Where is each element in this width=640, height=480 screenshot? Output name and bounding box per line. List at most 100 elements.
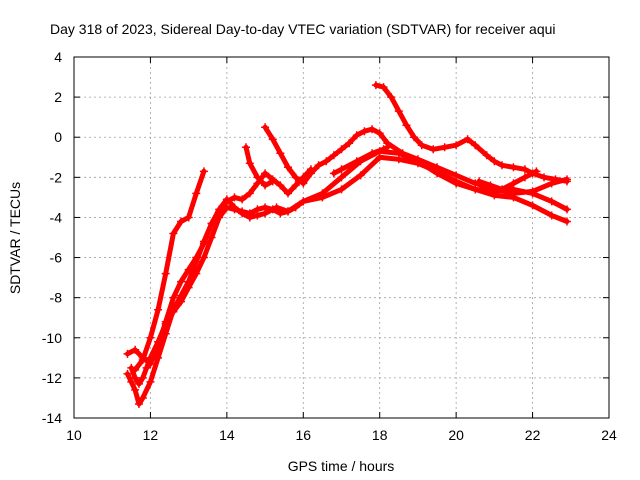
data-point [402, 121, 411, 130]
data-point [452, 171, 461, 180]
data-point [199, 239, 208, 248]
data-point [490, 157, 499, 166]
data-point [356, 171, 365, 180]
chart-title: Day 318 of 2023, Sidereal Day-to-day VTE… [50, 21, 556, 37]
data-point [154, 305, 163, 314]
data-point [138, 355, 147, 364]
data-point [142, 363, 151, 372]
data-point [284, 207, 292, 216]
data-point [314, 161, 323, 170]
data-point [184, 213, 193, 222]
y-tick-label: 0 [54, 129, 62, 145]
data-point [345, 139, 354, 148]
data-point [520, 165, 529, 174]
data-point [291, 181, 300, 190]
data-point [337, 173, 346, 182]
data-point [127, 377, 136, 386]
y-tick-label: -4 [50, 209, 63, 225]
y-tick-label: 2 [54, 89, 62, 105]
data-point [528, 187, 537, 196]
data-point [192, 189, 201, 198]
data-point [360, 127, 369, 136]
data-point [253, 173, 262, 182]
data-point [486, 181, 495, 190]
data-point [253, 211, 262, 220]
data-point [161, 269, 170, 278]
data-point [498, 185, 506, 194]
data-point [509, 163, 518, 172]
data-point [540, 173, 549, 182]
data-point [146, 359, 155, 368]
data-point [192, 253, 201, 262]
data-point [547, 197, 556, 206]
data-point [230, 193, 239, 202]
data-point [261, 169, 270, 178]
data-point [509, 189, 518, 198]
data-point [138, 393, 147, 402]
data-point [375, 129, 384, 138]
series-trace [125, 154, 570, 407]
x-tick-label: 18 [372, 427, 388, 443]
series-track-9 [475, 167, 541, 194]
data-point [498, 161, 506, 170]
data-point [146, 377, 155, 386]
data-point [337, 185, 346, 194]
series-trace [132, 168, 207, 373]
data-point [207, 233, 216, 242]
data-point [337, 165, 346, 174]
data-point [169, 293, 178, 302]
series-track-5 [241, 143, 277, 190]
data-layer [123, 81, 571, 408]
data-point [440, 143, 449, 152]
data-point [261, 181, 270, 190]
x-tick-label: 16 [295, 427, 311, 443]
data-point [215, 207, 224, 216]
x-tick-label: 20 [448, 427, 464, 443]
y-tick-label: -14 [42, 410, 62, 426]
data-point [261, 123, 270, 132]
series-track-4 [131, 167, 208, 374]
data-point [154, 341, 163, 350]
data-point [299, 197, 308, 206]
x-tick-label: 22 [525, 427, 541, 443]
data-point [123, 369, 132, 378]
data-point [177, 217, 185, 226]
data-point [284, 189, 292, 198]
data-point [245, 213, 254, 222]
data-point [475, 177, 484, 186]
x-tick-label: 10 [66, 427, 82, 443]
data-point [238, 195, 247, 204]
y-tick-label: 4 [54, 49, 62, 65]
data-point [371, 81, 380, 90]
data-point [368, 125, 377, 134]
data-point [177, 277, 185, 286]
data-point [134, 399, 143, 408]
y-tick-label: -6 [50, 250, 63, 266]
data-point [318, 193, 327, 202]
x-tick-label: 12 [143, 427, 159, 443]
series-track-7 [329, 143, 392, 178]
data-point [398, 149, 407, 158]
data-point [131, 365, 140, 374]
data-point [482, 151, 491, 160]
data-point [272, 203, 281, 212]
data-point [238, 209, 247, 218]
data-point [184, 277, 193, 286]
data-point [241, 143, 250, 152]
data-point [131, 345, 140, 354]
data-point [245, 189, 254, 198]
x-tick-label: 14 [219, 427, 235, 443]
plot-frame [73, 56, 610, 419]
data-point [387, 93, 396, 102]
data-point [410, 133, 419, 142]
data-point [562, 217, 571, 226]
data-point [199, 167, 208, 176]
data-point [337, 145, 346, 154]
data-point [207, 219, 216, 228]
data-point [429, 145, 438, 154]
x-axis-label: GPS time / hours [288, 458, 395, 474]
y-tick-label: -2 [50, 169, 63, 185]
data-point [146, 333, 155, 342]
data-point [276, 181, 285, 190]
